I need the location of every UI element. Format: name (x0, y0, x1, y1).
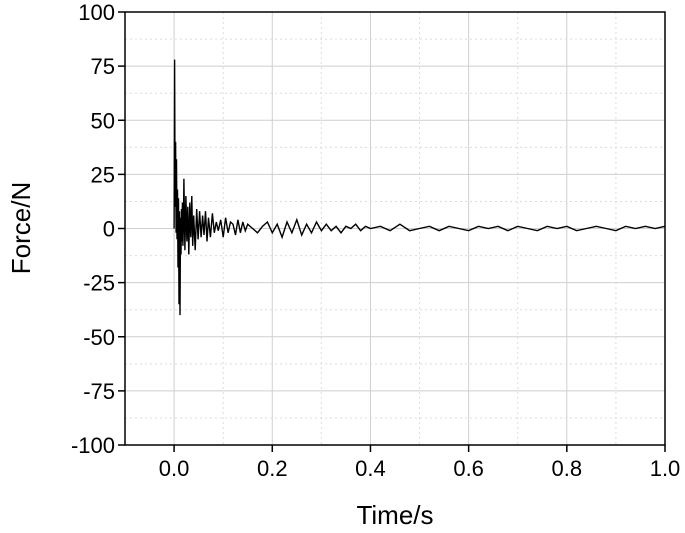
y-tick-label: -75 (83, 379, 115, 404)
y-tick-label: -100 (71, 433, 115, 458)
y-tick-label: -50 (83, 325, 115, 350)
x-tick-label: 0.4 (355, 456, 386, 481)
x-tick-label: 0.6 (453, 456, 484, 481)
x-tick-label: 1.0 (650, 456, 681, 481)
x-axis-tick-labels: 0.0 0.2 0.4 0.6 0.8 1.0 (159, 456, 681, 481)
y-axis-title: Force/N (6, 182, 36, 274)
y-tick-label: 100 (78, 0, 115, 25)
x-tick-label: 0.8 (552, 456, 583, 481)
x-tick-label: 0.0 (159, 456, 190, 481)
y-tick-label: 25 (91, 162, 115, 187)
y-axis-tick-labels: 100 75 50 25 0 -25 -50 -75 -100 (71, 0, 115, 458)
force-series-line (173, 59, 666, 316)
y-tick-label: 75 (91, 54, 115, 79)
y-tick-label: 0 (103, 217, 115, 242)
x-tick-label: 0.2 (257, 456, 288, 481)
y-tick-label: 50 (91, 108, 115, 133)
axis-ticks (118, 11, 666, 452)
y-tick-label: -25 (83, 271, 115, 296)
x-axis-title: Time/s (356, 500, 433, 530)
